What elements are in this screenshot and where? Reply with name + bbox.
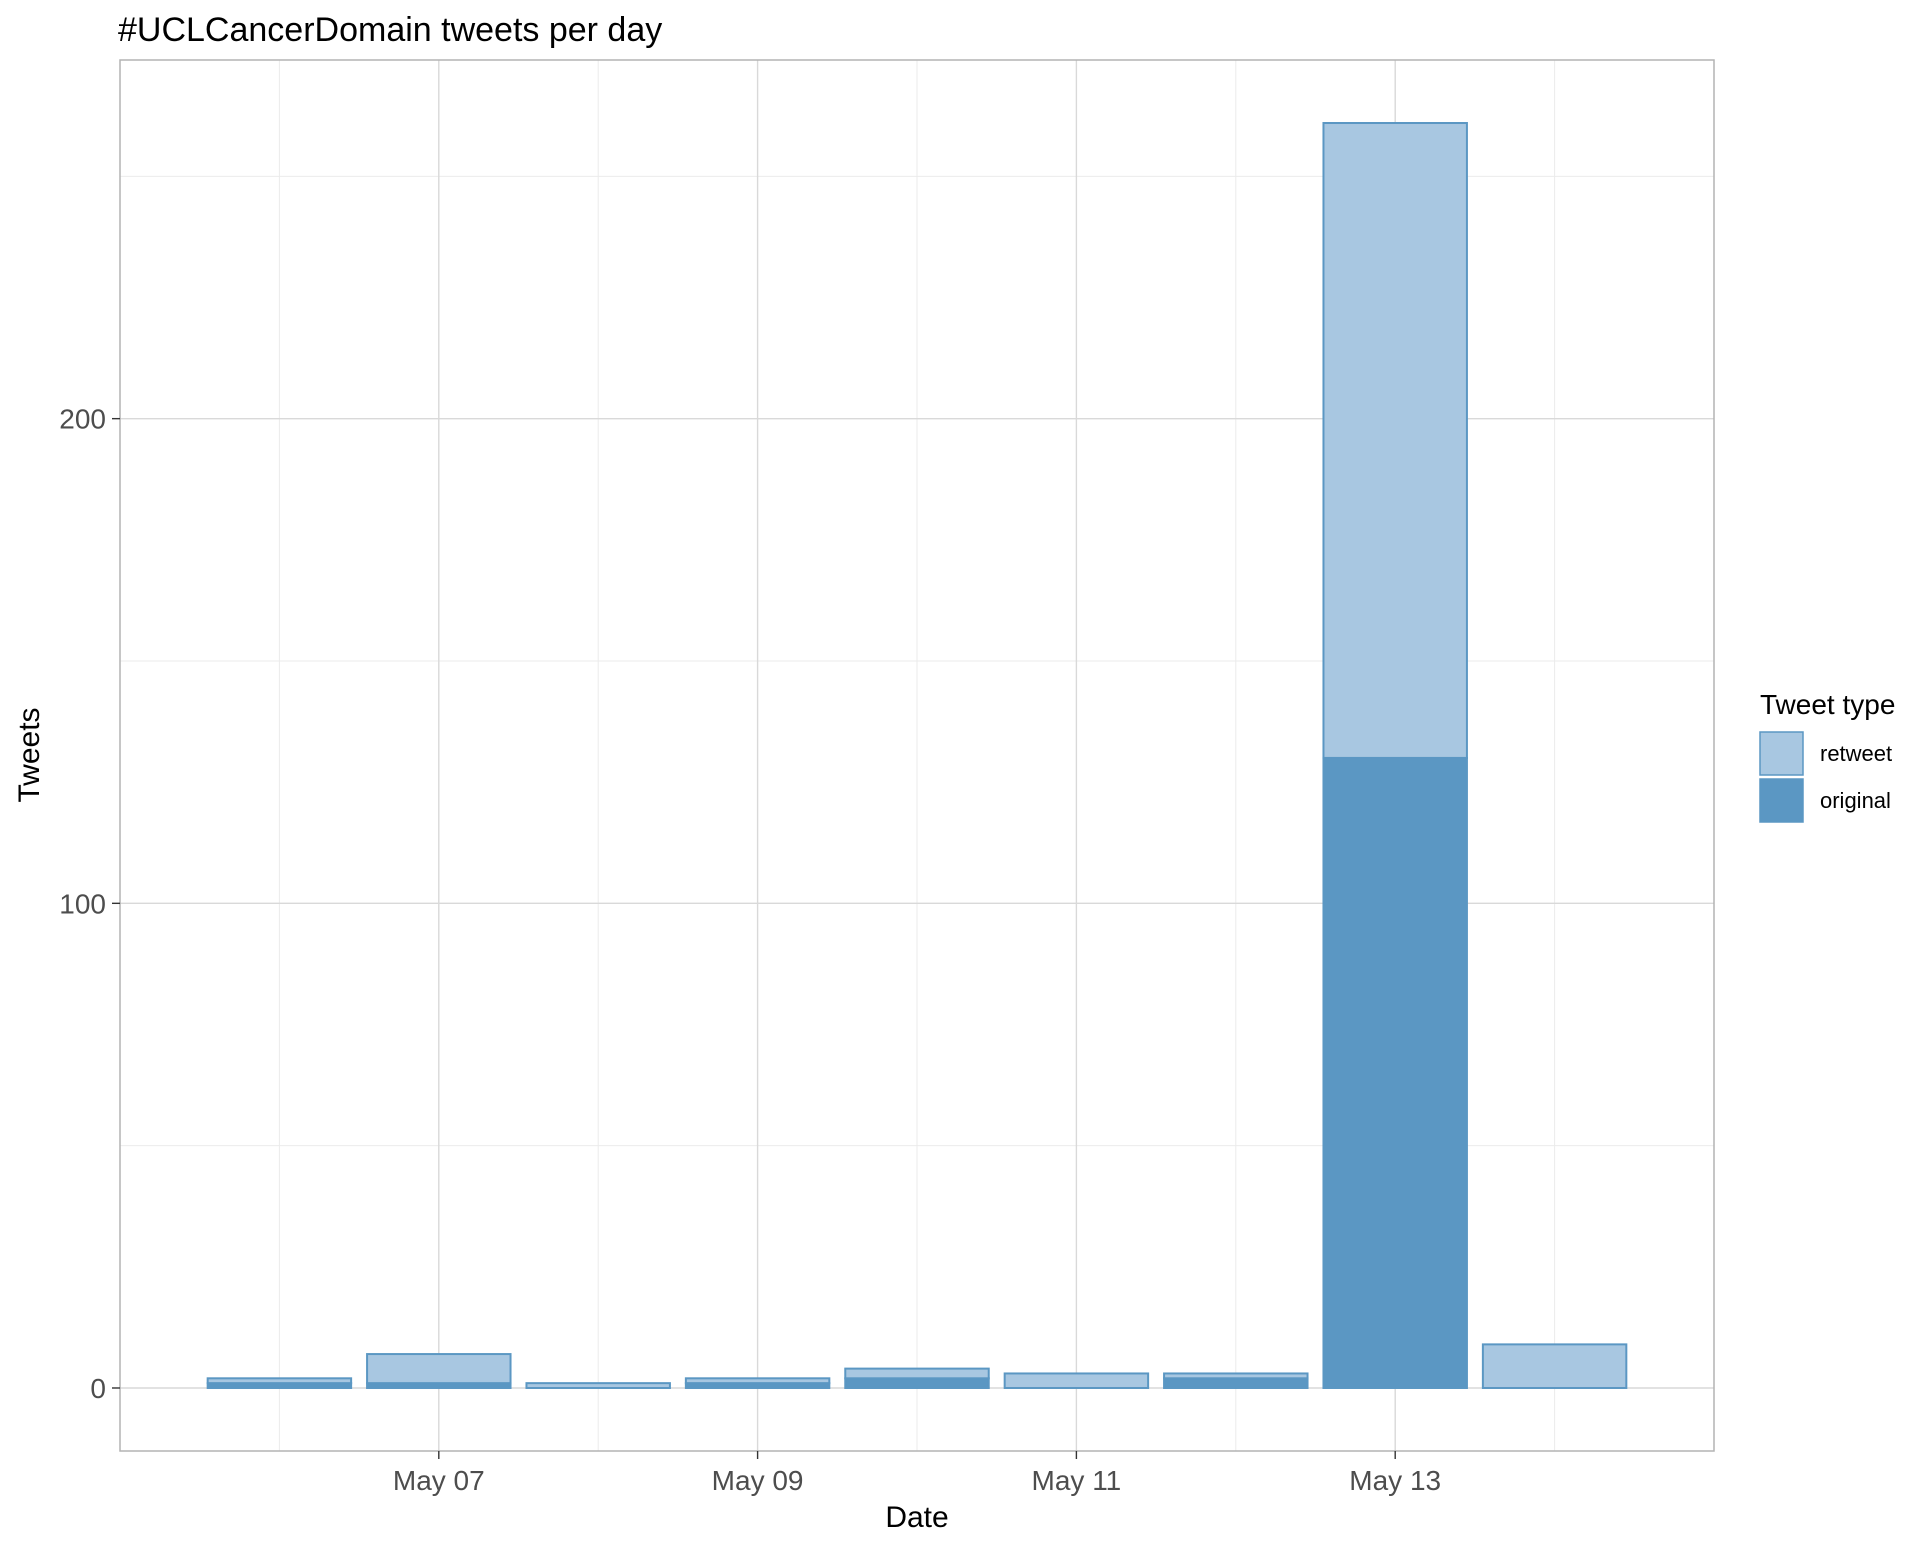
axes: 0 100 200 May 07 May 09 May 11 May 13 xyxy=(59,404,1441,1496)
bar-retweet xyxy=(1322,122,1468,759)
legend: Tweet type retweet original xyxy=(1759,689,1895,823)
bar-retweet xyxy=(525,1382,671,1389)
bars xyxy=(206,122,1628,1389)
x-tick-label: May 09 xyxy=(712,1465,804,1496)
legend-swatch-original xyxy=(1759,778,1804,823)
y-tick-label: 0 xyxy=(90,1373,106,1404)
grid-lines xyxy=(120,60,1714,1451)
y-tick-label: 100 xyxy=(59,888,106,919)
x-tick-label: May 13 xyxy=(1349,1465,1441,1496)
y-tick-label: 200 xyxy=(59,404,106,435)
bar-retweet xyxy=(1163,1372,1309,1380)
legend-title: Tweet type xyxy=(1760,689,1895,720)
legend-label-retweet: retweet xyxy=(1820,741,1892,766)
chart-title: #UCLCancerDomain tweets per day xyxy=(118,11,662,49)
bar-original xyxy=(844,1377,990,1389)
bar-retweet xyxy=(206,1377,353,1385)
legend-swatch-retweet xyxy=(1759,731,1804,776)
bar-original xyxy=(1163,1377,1309,1389)
panel-border xyxy=(119,59,1715,1452)
x-tick-label: May 07 xyxy=(393,1465,485,1496)
bar-original xyxy=(1322,756,1468,1389)
bar-retweet xyxy=(844,1367,990,1380)
bar-retweet xyxy=(684,1377,831,1385)
legend-label-original: original xyxy=(1820,788,1891,813)
bar-retweet xyxy=(1003,1372,1150,1389)
x-axis-title: Date xyxy=(885,1501,948,1534)
bar-retweet xyxy=(366,1353,512,1385)
bar-retweet xyxy=(1481,1343,1628,1389)
x-tick-label: May 11 xyxy=(1032,1465,1122,1496)
y-axis-title: Tweets xyxy=(13,707,46,802)
